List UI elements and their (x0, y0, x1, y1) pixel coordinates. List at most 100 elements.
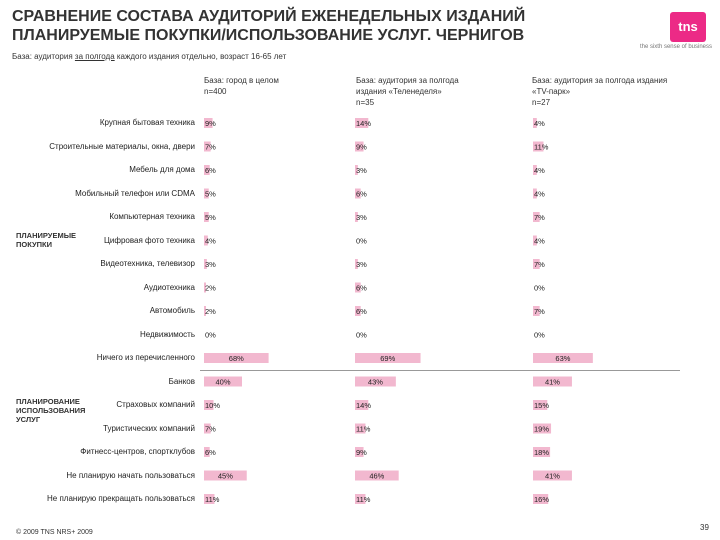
section-label-purchases: ПЛАНИРУЕМЫЕ ПОКУПКИ (16, 231, 77, 249)
bar (204, 376, 242, 387)
data-label: 11% (534, 143, 549, 152)
bar (355, 376, 396, 387)
bar (533, 376, 572, 387)
data-label: 19% (534, 425, 549, 434)
title-line-2: ПЛАНИРУЕМЫЕ ПОКУПКИ/ИСПОЛЬЗОВАНИЕ УСЛУГ.… (12, 27, 525, 44)
bar (533, 141, 544, 152)
data-label: 4% (534, 119, 545, 128)
data-label: 14% (356, 119, 371, 128)
data-label: 3% (205, 260, 216, 269)
category-label: Строительные материалы, окна, двери (49, 141, 195, 151)
category-label: Цифровая фото техника (104, 235, 195, 245)
data-label: 0% (356, 331, 367, 340)
bar (204, 400, 214, 410)
data-label: 63% (555, 354, 570, 363)
column-header-teleneda: База: аудитория за полгода издания «Теле… (356, 75, 521, 108)
data-label: 4% (205, 237, 216, 246)
data-label: 41% (545, 378, 560, 387)
data-label: 46% (369, 472, 384, 481)
bar (355, 470, 399, 481)
bar (204, 165, 210, 175)
column-header-line: n=400 (204, 87, 227, 96)
category-label: Ничего из перечисленного (96, 353, 195, 362)
bar (533, 235, 537, 246)
data-label: 11% (356, 425, 371, 434)
data-label: 45% (218, 472, 233, 481)
category-label: Автомобиль (149, 306, 195, 315)
bar (204, 470, 247, 481)
data-label: 43% (368, 378, 383, 387)
column-header-line: n=35 (356, 98, 375, 107)
column-header-line: n=27 (532, 98, 551, 107)
subtitle-underlined: за полгода (74, 52, 115, 61)
data-label: 7% (534, 260, 545, 269)
category-label: Банков (168, 376, 195, 386)
data-label: 3% (356, 213, 367, 222)
data-label: 4% (534, 166, 545, 175)
bar (204, 353, 269, 363)
column-header-tvpark: База: аудитория за полгода издания «TV-п… (532, 75, 697, 108)
category-label: Туристических компаний (103, 423, 195, 433)
bar (533, 400, 548, 410)
data-label: 69% (380, 354, 395, 363)
bar (204, 259, 207, 269)
bar (533, 259, 540, 269)
data-label: 0% (534, 284, 545, 293)
data-label: 10% (205, 401, 220, 410)
bar (355, 188, 361, 199)
data-label: 40% (215, 378, 230, 387)
bar (204, 212, 209, 222)
data-label: 7% (205, 425, 216, 434)
column-header-line: База: аудитория за полгода издания (532, 76, 668, 85)
category-label: Не планирую начать пользоваться (66, 470, 195, 480)
category-label: Компьютерная техника (109, 212, 195, 221)
bar (533, 188, 537, 199)
bar (204, 447, 210, 457)
data-label: 68% (229, 354, 244, 363)
data-label: 6% (356, 284, 367, 293)
bar (204, 188, 209, 199)
data-label: 2% (205, 284, 216, 293)
data-label: 6% (356, 190, 367, 199)
bar (204, 118, 213, 128)
page-number: 39 (700, 523, 709, 532)
tns-logo: tns (670, 12, 706, 42)
section-separator (200, 370, 680, 371)
bar (204, 282, 206, 293)
category-label: Мебель для дома (129, 165, 195, 174)
data-label: 41% (545, 472, 560, 481)
data-label: 15% (534, 401, 549, 410)
bar (533, 306, 540, 316)
bar (533, 447, 551, 457)
bar (533, 423, 552, 434)
data-label: 18% (534, 448, 549, 457)
data-label: 3% (356, 166, 367, 175)
bar (533, 212, 540, 222)
data-label: 3% (356, 260, 367, 269)
data-label: 4% (534, 190, 545, 199)
column-header-line: База: аудитория за полгода (356, 76, 459, 85)
subtitle-suffix: каждого издания отдельно, возраст 16-65 … (114, 52, 287, 61)
data-label: 9% (356, 143, 367, 152)
data-label: 9% (356, 448, 367, 457)
category-label: Страховых компаний (116, 400, 195, 409)
bar (204, 306, 206, 316)
data-label: 0% (534, 331, 545, 340)
data-label: 0% (205, 331, 216, 340)
page-title: СРАВНЕНИЕ СОСТАВА АУДИТОРИЙ ЕЖЕНЕДЕЛЬНЫХ… (12, 7, 612, 45)
data-label: 4% (534, 237, 545, 246)
subtitle-prefix: База: аудитория (12, 52, 75, 61)
bar (355, 423, 366, 434)
data-label: 0% (356, 237, 367, 246)
bar (533, 353, 593, 363)
category-label: Недвижимость (139, 329, 195, 339)
bar (355, 141, 364, 152)
bar (355, 447, 364, 457)
logo-tagline: the sixth sense of business (639, 44, 712, 50)
column-header-line: База: город в целом (204, 76, 279, 85)
category-label: Аудиотехника (143, 282, 195, 292)
bar (355, 282, 361, 293)
data-label: 5% (205, 213, 216, 222)
data-label: 7% (534, 307, 545, 316)
bar (355, 306, 361, 316)
